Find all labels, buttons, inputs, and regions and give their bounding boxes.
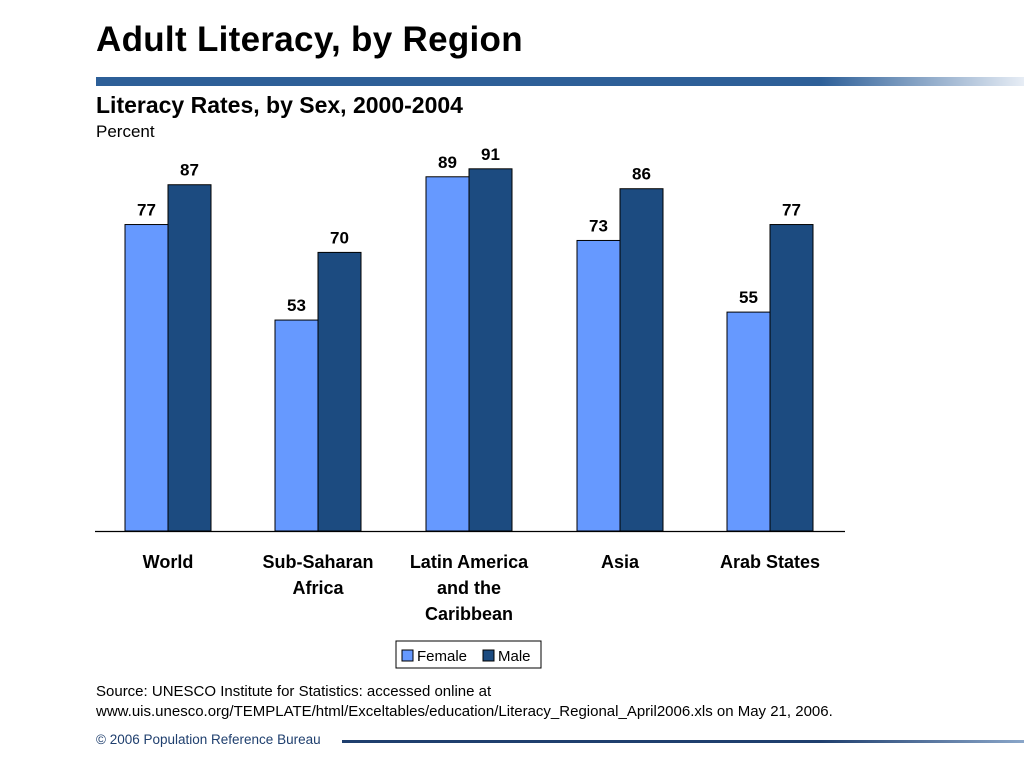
legend-swatch-male — [482, 649, 495, 662]
bar-female — [726, 311, 771, 532]
bar-value-label: 77 — [137, 201, 156, 220]
bar-chart: 77 87 World 53 70 Sub-Saharan Africa 89 91 Latin … — [95, 145, 845, 669]
footer-divider — [342, 740, 1024, 743]
chart-subtitle: Percent — [96, 122, 155, 141]
bar-male — [769, 224, 814, 532]
category-label: Asia — [601, 552, 640, 572]
bar-value-label: 53 — [287, 296, 306, 315]
category-label: Sub-Saharan — [262, 552, 373, 572]
bar-value-label: 89 — [438, 153, 457, 172]
source-line-2: www.uis.unesco.org/TEMPLATE/html/Excelta… — [96, 703, 833, 720]
bar-value-label: 73 — [589, 216, 608, 235]
legend-box — [395, 640, 542, 669]
bar-value-label: 86 — [632, 165, 651, 184]
category-label: Caribbean — [425, 604, 513, 624]
title-divider — [96, 77, 1024, 86]
bar-value-label: 70 — [330, 228, 349, 247]
bar-value-label: 55 — [739, 288, 758, 307]
bar-male — [317, 251, 362, 532]
footer-copyright: © 2006 Population Reference Bureau — [96, 732, 321, 747]
source-note: Source: UNESCO Institute for Statistics:… — [96, 682, 833, 722]
bar-male — [167, 184, 212, 532]
bar-male — [619, 188, 664, 532]
bar-value-label: 77 — [782, 201, 801, 220]
bar-female — [425, 176, 470, 532]
category-label: and the — [437, 578, 501, 598]
legend-swatch-female — [401, 649, 414, 662]
category-label: Africa — [292, 578, 344, 598]
bar-female — [274, 319, 319, 532]
bar-female — [576, 239, 621, 532]
slide-title: Adult Literacy, by Region — [96, 20, 523, 59]
category-label: Arab States — [720, 552, 820, 572]
chart-title: Literacy Rates, by Sex, 2000-2004 — [96, 92, 463, 118]
source-line-1: Source: UNESCO Institute for Statistics:… — [96, 683, 492, 700]
category-label: Latin America — [410, 552, 529, 572]
bar-male — [468, 168, 513, 532]
legend-label-male: Male — [498, 648, 531, 665]
legend-label-female: Female — [417, 648, 467, 665]
bar-value-label: 87 — [180, 161, 199, 180]
category-label: World — [143, 552, 194, 572]
bar-female — [124, 224, 169, 532]
bar-value-label: 91 — [481, 145, 500, 164]
